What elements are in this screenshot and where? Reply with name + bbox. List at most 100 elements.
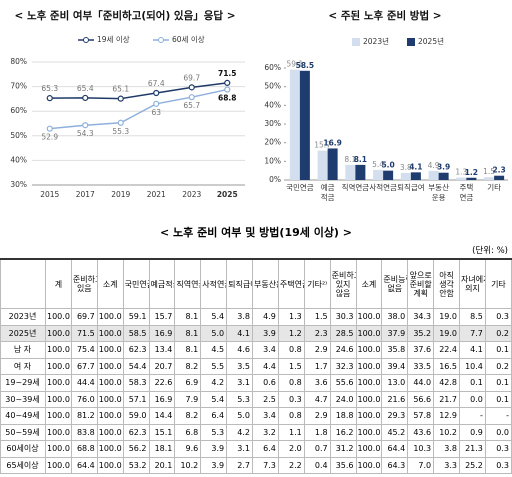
table-row: 여 자 100.0 67.7 100.0 54.4 20.7 8.2 5.5 3.5 4.4 1.5…	[0, 357, 512, 375]
table-cell: 64.4	[70, 456, 98, 474]
legend-swatch	[407, 38, 415, 46]
table-cell: 5.4	[200, 390, 228, 408]
table-cell: 0.3	[277, 390, 305, 408]
table-cell: 6.4	[252, 440, 279, 458]
row-label: 여 자	[0, 357, 46, 375]
table-cell: 2.2	[277, 456, 305, 474]
table-cell: 57.8	[407, 407, 435, 425]
column-header: 국민연금	[122, 258, 150, 309]
table-cell: 13.4	[148, 341, 176, 359]
x-tick-label: 기타	[487, 183, 502, 192]
data-label: 65.3	[41, 84, 58, 93]
table-cell: 39.4	[381, 357, 409, 375]
table-cell: 0.8	[277, 374, 305, 392]
table-cell: 3.4	[252, 407, 279, 425]
table-cell: 100.0	[355, 308, 383, 326]
x-tick-label: 예금 적금	[320, 183, 335, 202]
table-cell: 15.7	[148, 308, 176, 326]
table-row: 65세이상 100.0 64.4 100.0 53.2 20.1 10.2 3.9 2.7 7.3…	[0, 456, 512, 474]
x-tick-label: 2015	[40, 190, 59, 199]
table-cell: 24.0	[329, 390, 357, 408]
table-cell: 0.1	[484, 390, 512, 408]
row-label: 65세이상	[0, 456, 46, 474]
x-tick-label: 주택 연금	[459, 183, 474, 202]
bar	[466, 177, 477, 180]
table-cell: 1.2	[277, 324, 305, 342]
table-cell: 16.9	[148, 390, 176, 408]
row-label: 60세이상	[0, 440, 46, 458]
table-cell: 3.1	[226, 440, 253, 458]
y-tick-label: 50%	[10, 131, 27, 140]
table-cell: 0.8	[277, 341, 305, 359]
data-label: 67.4	[148, 79, 165, 88]
table-cell: 59.0	[122, 407, 150, 425]
column-header: 자녀에게 의지	[459, 258, 486, 309]
table-cell: 76.0	[70, 390, 98, 408]
x-tick-label: 직역연금	[341, 183, 370, 192]
data-label: 71.5	[218, 69, 237, 78]
table-cell: 0.1	[484, 374, 512, 392]
table-cell: 54.4	[122, 357, 150, 375]
table-cell: 0.3	[484, 440, 512, 458]
legend-marker	[83, 37, 89, 43]
column-header: 준비능력 없음	[381, 258, 409, 309]
table-cell: 2.0	[277, 440, 305, 458]
table-cell: 38.0	[381, 308, 409, 326]
table-cell: 2.7	[226, 456, 253, 474]
table-cell: 10.3	[407, 440, 435, 458]
data-label: 16.9	[323, 138, 342, 147]
table-cell: 0.9	[459, 423, 486, 441]
table-cell: 100.0	[355, 324, 383, 342]
line	[49, 88, 228, 130]
bar	[456, 177, 467, 180]
table-cell: 0.3	[484, 456, 512, 474]
table-cell: 100.0	[96, 440, 124, 458]
table-cell: 21.6	[381, 390, 409, 408]
table-cell: 0.1	[484, 341, 512, 359]
table-cell: 37.6	[407, 341, 435, 359]
table-cell: 4.2	[200, 374, 228, 392]
table-cell: 8.2	[174, 357, 202, 375]
data-label: 4.1	[409, 162, 422, 171]
bar	[400, 172, 411, 180]
table-cell: 9.6	[174, 440, 202, 458]
data-label: 8.1	[344, 155, 356, 164]
table-row: 40~49세 100.0 81.2 100.0 59.0 14.4 8.2 6.4 5.0 3.4…	[0, 407, 512, 425]
table-cell: 100.0	[355, 407, 383, 425]
chart-title: < 노후 준비 여부「준비하고(되어) 있음」응답 >	[14, 9, 235, 22]
table-cell: 0.2	[484, 324, 512, 342]
column-header: 사적연금	[200, 258, 228, 309]
table-cell: 81.2	[70, 407, 98, 425]
data-label: 52.9	[41, 133, 58, 142]
table-row: 50~59세 100.0 83.8 100.0 62.3 15.1 6.8 5.3 4.2 3.2…	[0, 423, 512, 441]
table-cell: 19.0	[433, 308, 460, 326]
x-tick-label: 2017	[76, 190, 95, 199]
table-cell: 13.0	[381, 374, 409, 392]
point	[188, 94, 195, 101]
table-cell: 100.0	[45, 324, 72, 342]
table-cell: 3.9	[200, 440, 228, 458]
table-cell: 3.8	[433, 440, 460, 458]
table-cell: 75.4	[70, 341, 98, 359]
table-cell: 1.1	[277, 423, 305, 441]
data-label: 5.0	[381, 161, 394, 170]
table-cell: 34.3	[407, 308, 435, 326]
bar	[494, 175, 505, 180]
table-cell: 100.0	[45, 357, 72, 375]
x-tick-label: 2021	[147, 190, 166, 199]
table-cell: 7.3	[252, 456, 279, 474]
bar	[383, 170, 394, 180]
data-label: 65.7	[183, 101, 200, 110]
y-tick-label: 50%	[264, 82, 281, 91]
table-cell: 2.9	[303, 341, 331, 359]
data-label: 8.1	[354, 155, 367, 164]
table-cell: 44.4	[70, 374, 98, 392]
data-label: 1.5	[483, 167, 495, 176]
table-cell: 100.0	[96, 324, 124, 342]
table-cell: 3.5	[226, 357, 253, 375]
table-cell: 0.6	[252, 374, 279, 392]
table-row: 60세이상 100.0 68.8 100.0 56.2 18.1 9.6 3.9 3.1 6.4 2…	[0, 440, 512, 458]
table-cell: 100.0	[45, 341, 72, 359]
x-tick-label: 사적연금	[369, 183, 397, 192]
